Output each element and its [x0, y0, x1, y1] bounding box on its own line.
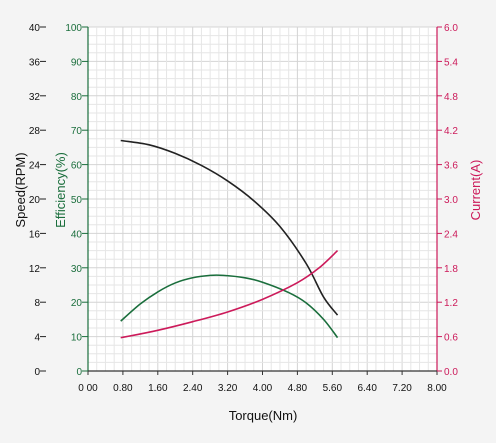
current-tick-label: 4.2 [444, 126, 458, 137]
speed-tick-label: 20 [29, 195, 41, 206]
current-tick-label: 5.4 [444, 57, 458, 68]
efficiency-tick-label: 40 [71, 229, 83, 240]
x-tick-label: 3.20 [218, 383, 238, 394]
current-tick-label: 0.0 [444, 367, 458, 378]
efficiency-tick-label: 30 [71, 264, 83, 275]
speed-tick-label: 4 [34, 333, 40, 344]
axes [40, 26, 442, 375]
x-tick-label: 2.40 [183, 383, 203, 394]
speed-tick-label: 28 [29, 126, 41, 137]
x-tick-label: 7.20 [392, 383, 412, 394]
current-tick-label: 1.8 [444, 264, 458, 275]
efficiency-tick-label: 100 [65, 23, 82, 34]
current-axis-title: Current(A) [468, 160, 483, 221]
grid-lines [87, 26, 438, 372]
efficiency-tick-label: 20 [71, 298, 83, 309]
data-series [120, 139, 339, 339]
x-tick-label: 5.60 [323, 383, 343, 394]
efficiency-tick-label: 70 [71, 126, 83, 137]
tick-labels: 0 00 0.80 1.60 2.40 3.20 4.00 4.80 5.60 6.40 7.20… [29, 23, 458, 394]
x-axis-title: Torque(Nm) [229, 408, 298, 423]
current-tick-label: 0.6 [444, 333, 458, 344]
speed-tick-label: 40 [29, 23, 41, 34]
current-curve [120, 250, 339, 339]
x-tick-label: 1.60 [148, 383, 168, 394]
efficiency-tick-label: 50 [71, 195, 83, 206]
speed-tick-label: 8 [34, 298, 40, 309]
x-tick-label: 0.80 [113, 383, 133, 394]
speed-tick-label: 12 [29, 264, 41, 275]
efficiency-tick-label: 10 [71, 333, 83, 344]
current-tick-label: 6.0 [444, 23, 458, 34]
current-tick-label: 3.6 [444, 161, 458, 172]
speed-tick-label: 24 [29, 161, 41, 172]
efficiency-tick-label: 80 [71, 92, 83, 103]
speed-tick-label: 32 [29, 92, 41, 103]
x-tick-label: 6.40 [357, 383, 377, 394]
x-tick-label: 0 00 [78, 383, 98, 394]
current-tick-label: 2.4 [444, 229, 458, 240]
speed-tick-label: 16 [29, 229, 41, 240]
current-tick-label: 1.2 [444, 298, 458, 309]
efficiency-tick-label: 90 [71, 57, 83, 68]
efficiency-axis-title: Efficiency(%) [53, 152, 68, 228]
speed-tick-label: 0 [34, 367, 40, 378]
current-tick-label: 3.0 [444, 195, 458, 206]
efficiency-tick-label: 60 [71, 161, 83, 172]
current-tick-label: 4.8 [444, 92, 458, 103]
speed-tick-label: 36 [29, 57, 41, 68]
speed-curve [120, 139, 339, 316]
x-tick-label: 4.80 [288, 383, 308, 394]
speed-axis-title: Speed(RPM) [13, 152, 28, 227]
x-tick-label: 4.00 [253, 383, 273, 394]
efficiency-curve [120, 274, 339, 339]
x-tick-label: 8.00 [427, 383, 447, 394]
efficiency-tick-label: 0 [76, 367, 82, 378]
